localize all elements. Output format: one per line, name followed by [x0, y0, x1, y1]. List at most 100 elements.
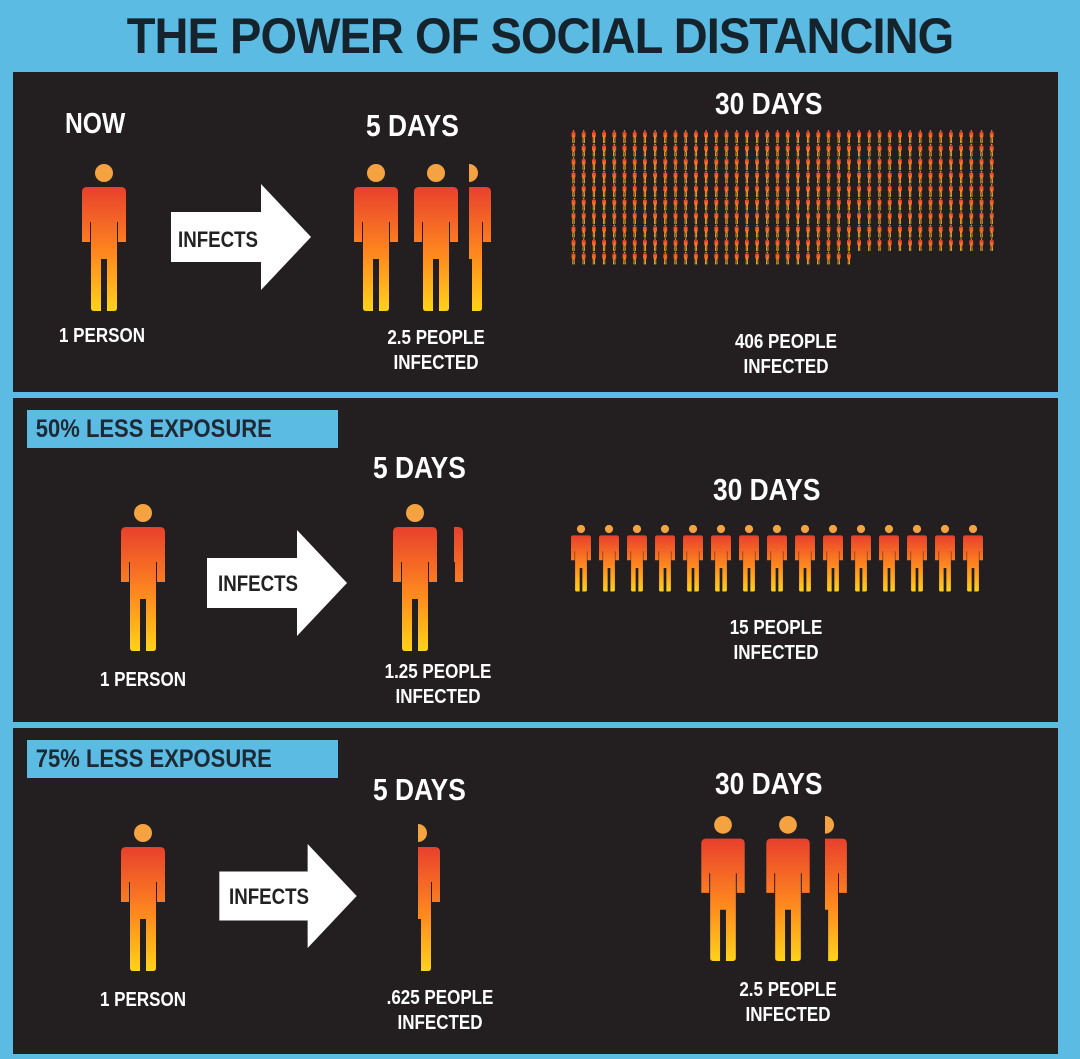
mini-person-icon	[806, 224, 811, 238]
mini-person-icon	[683, 224, 688, 238]
mini-person-icon	[581, 224, 586, 238]
mini-person-icon	[775, 211, 780, 224]
mini-person-icon	[734, 251, 739, 265]
mini-person-icon	[846, 197, 851, 211]
right-arrow-icon	[171, 184, 311, 290]
mini-person-icon	[795, 197, 800, 211]
mini-person-icon	[938, 157, 943, 170]
section-tag-now: NOW	[65, 108, 126, 140]
mini-person-icon	[989, 130, 994, 143]
mini-person-icon	[591, 143, 596, 157]
mini-person-icon	[918, 224, 923, 238]
start-label: 1 PERSON	[59, 325, 145, 347]
mini-person-icon	[744, 143, 749, 157]
mini-person-icon	[897, 197, 902, 211]
mini-person-icon	[816, 238, 821, 251]
mini-person-icon	[714, 211, 719, 224]
mini-person-icon	[663, 170, 668, 184]
mini-person-icon	[826, 197, 831, 211]
mini-person-icon	[877, 157, 882, 170]
mini-person-icon	[622, 130, 627, 143]
mini-person-icon	[571, 157, 576, 170]
mini-person-icon	[599, 524, 619, 592]
mini-person-icon	[775, 197, 780, 211]
mini-person-icon	[795, 143, 800, 157]
mini-person-icon	[591, 224, 596, 238]
mini-person-icon	[571, 524, 591, 592]
person-icon	[696, 814, 750, 962]
mini-person-icon	[836, 211, 841, 224]
mini-person-icon	[673, 251, 678, 265]
mini-person-icon	[928, 130, 933, 143]
mini-person-icon	[775, 143, 780, 157]
mini-person-icon	[724, 211, 729, 224]
mini-person-icon	[724, 238, 729, 251]
mini-person-icon	[887, 143, 892, 157]
mini-person-icon	[739, 524, 759, 592]
mini-person-icon	[877, 143, 882, 157]
mini-person-icon	[734, 224, 739, 238]
mini-person-icon	[989, 157, 994, 170]
mini-person-icon	[734, 184, 739, 197]
mini-person-icon	[795, 157, 800, 170]
five-days-count-line2: INFECTED	[393, 352, 479, 374]
mini-person-icon	[826, 224, 831, 238]
mini-person-icon	[979, 130, 984, 143]
mini-person-icon	[979, 184, 984, 197]
mini-person-icon	[711, 524, 731, 592]
mini-person-icon	[755, 143, 760, 157]
mini-person-icon	[591, 170, 596, 184]
mini-person-icon	[785, 143, 790, 157]
mini-person-icon	[602, 184, 607, 197]
thirty-days-heading: 30 DAYS	[713, 472, 821, 507]
mini-person-icon	[785, 238, 790, 251]
mini-person-icon	[663, 238, 668, 251]
mini-person-icon	[724, 224, 729, 238]
mini-person-icon	[704, 224, 709, 238]
mini-person-icon	[928, 170, 933, 184]
mini-person-icon	[795, 524, 815, 592]
mini-person-icon	[806, 170, 811, 184]
mini-person-icon	[989, 143, 994, 157]
mini-person-icon	[857, 211, 862, 224]
mini-person-icon	[765, 197, 770, 211]
mini-person-icon	[816, 157, 821, 170]
mini-person-icon	[969, 157, 974, 170]
mini-person-icon	[734, 130, 739, 143]
five-days-heading: 5 DAYS	[373, 772, 466, 807]
mini-person-icon	[571, 143, 576, 157]
start-label: 1 PERSON	[100, 989, 186, 1011]
mini-person-icon	[765, 184, 770, 197]
thirty-days-heading: 30 DAYS	[715, 766, 823, 801]
mini-person-icon	[673, 143, 678, 157]
mini-person-icon	[704, 157, 709, 170]
mini-person-icon	[744, 130, 749, 143]
mini-person-icon	[806, 238, 811, 251]
person-icon	[409, 162, 463, 312]
mini-person-icon	[765, 130, 770, 143]
mini-person-icon	[693, 251, 698, 265]
mini-person-icon	[744, 224, 749, 238]
mini-person-icon	[785, 170, 790, 184]
mini-person-icon	[693, 170, 698, 184]
mini-person-icon	[714, 170, 719, 184]
mini-person-icon	[887, 157, 892, 170]
five-days-count-line2: INFECTED	[397, 1012, 483, 1034]
mini-person-icon	[846, 130, 851, 143]
mini-person-icon	[989, 184, 994, 197]
mini-person-icon	[704, 197, 709, 211]
mini-person-icon	[571, 211, 576, 224]
mini-person-icon	[836, 157, 841, 170]
mini-person-icon	[714, 143, 719, 157]
mini-person-icon	[846, 211, 851, 224]
mini-person-icon	[816, 251, 821, 265]
mini-person-icon	[744, 238, 749, 251]
mini-person-icon	[571, 184, 576, 197]
mini-person-icon	[979, 197, 984, 211]
mini-person-icon	[867, 184, 872, 197]
mini-person-icon	[632, 170, 637, 184]
mini-person-icon	[755, 157, 760, 170]
mini-person-icon	[724, 184, 729, 197]
mini-person-icon	[836, 197, 841, 211]
mini-person-icon	[867, 157, 872, 170]
